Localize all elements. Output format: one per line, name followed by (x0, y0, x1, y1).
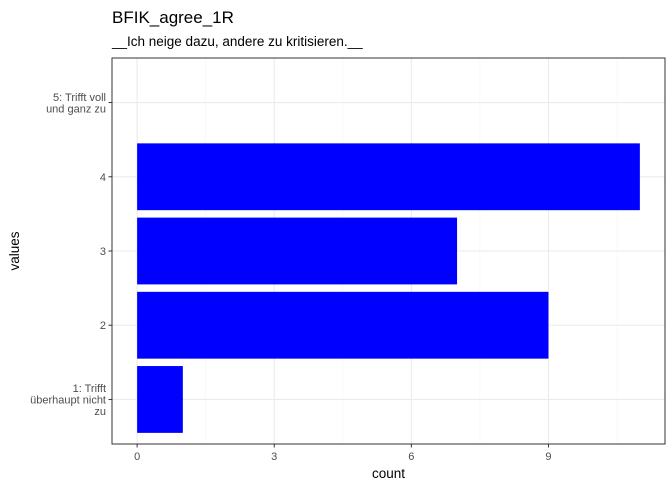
chart-title: BFIK_agree_1R (112, 8, 234, 27)
bars (137, 143, 640, 433)
y-axis-title: values (7, 231, 22, 270)
y-tick-label: 1: Trifft überhaupt nicht zu (30, 383, 106, 418)
x-axis-title: count (372, 466, 405, 481)
y-axis-ticks: 1: Trifft überhaupt nicht zu 2 3 4 5: Trifft v… (30, 92, 112, 418)
y-tick-label: 4 (100, 172, 106, 184)
chart-subtitle: __Ich neige dazu, andere zu kritisieren.… (111, 34, 363, 49)
bar-3 (137, 217, 458, 285)
x-tick-label: 3 (271, 451, 277, 463)
x-tick-label: 0 (134, 451, 140, 463)
x-tick-label: 6 (408, 451, 414, 463)
bar-2 (137, 291, 549, 359)
y-tick-label: 5: Trifft voll und ganz zu (46, 92, 106, 116)
bar-4 (137, 143, 640, 211)
y-tick-label: 2 (100, 320, 106, 332)
bar-1 (137, 366, 183, 433)
x-axis-ticks: 0 3 6 9 (134, 444, 552, 463)
y-tick-label: 3 (100, 246, 106, 258)
x-tick-label: 9 (545, 451, 551, 463)
